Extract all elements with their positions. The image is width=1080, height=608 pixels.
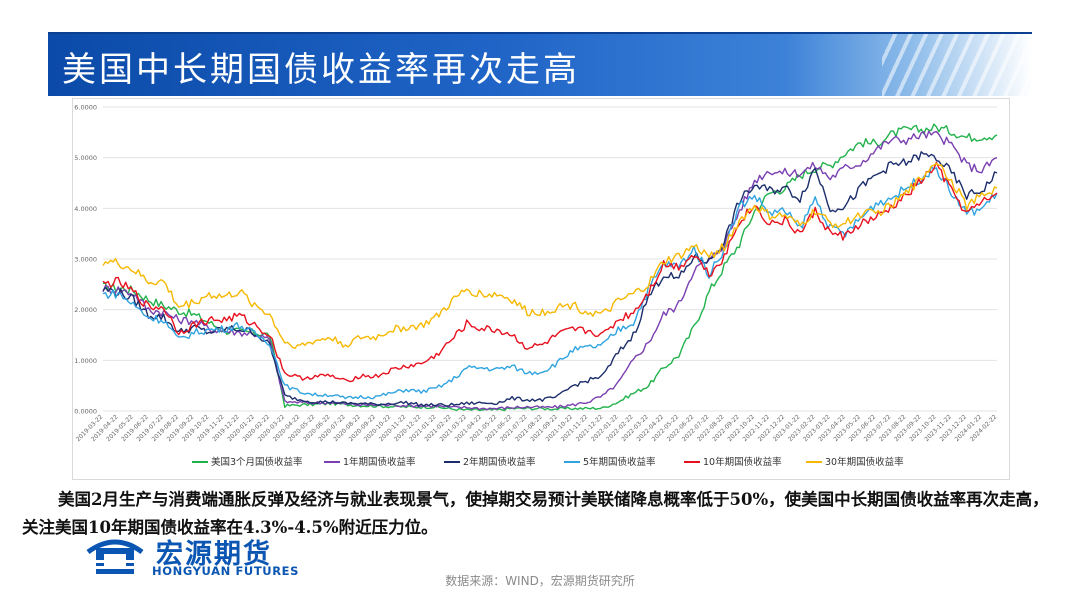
y-tick-label: 4.0000 — [74, 205, 97, 213]
legend-entry: 30年期国债收益率 — [825, 456, 904, 468]
y-tick-label: 0.0000 — [74, 408, 97, 416]
yield-line-chart: 0.0000 1.0000 2.0000 3.0000 4.0000 5.0000 6.00… — [74, 104, 998, 469]
y-tick-label: 6.0000 — [74, 104, 97, 112]
commentary-text: 美国2月生产与消费端通胀反弹及经济与就业表现景气，使掉期交易预计美联储降息概率低… — [22, 490, 1049, 537]
legend-entry: 10年期国债收益率 — [703, 456, 782, 468]
legend-entry: 2年期国债收益率 — [463, 456, 536, 468]
y-tick-label: 2.0000 — [74, 306, 97, 314]
series-line — [102, 161, 998, 383]
legend-entry: 1年期国债收益率 — [343, 456, 416, 468]
series-line — [102, 151, 998, 407]
series-line — [102, 165, 998, 400]
series-line — [102, 123, 998, 412]
legend-entry: 美国3个月国债收益率 — [211, 456, 303, 468]
hongyuan-logo-icon — [82, 539, 148, 574]
y-tick-label: 5.0000 — [74, 154, 97, 162]
chart-frame: 0.0000 1.0000 2.0000 3.0000 4.0000 5.0000 6.00… — [72, 98, 1010, 480]
series-line — [102, 162, 998, 349]
logo-name-en: HONGYUAN FUTURES — [152, 564, 300, 578]
y-tick-label: 1.0000 — [74, 357, 97, 365]
title-banner: 美国中长期国债收益率再次走高 — [48, 32, 1032, 96]
hongyuan-logo: 宏源期货 HONGYUAN FUTURES — [80, 530, 310, 580]
y-tick-label: 3.0000 — [74, 256, 97, 264]
page-title: 美国中长期国债收益率再次走高 — [62, 50, 580, 90]
logo-name-cn: 宏源期货 — [156, 539, 272, 570]
banner-stripes — [882, 34, 1032, 96]
data-source-note: 数据来源：WIND，宏源期货研究所 — [445, 574, 635, 588]
legend-entry: 5年期国债收益率 — [583, 456, 656, 468]
